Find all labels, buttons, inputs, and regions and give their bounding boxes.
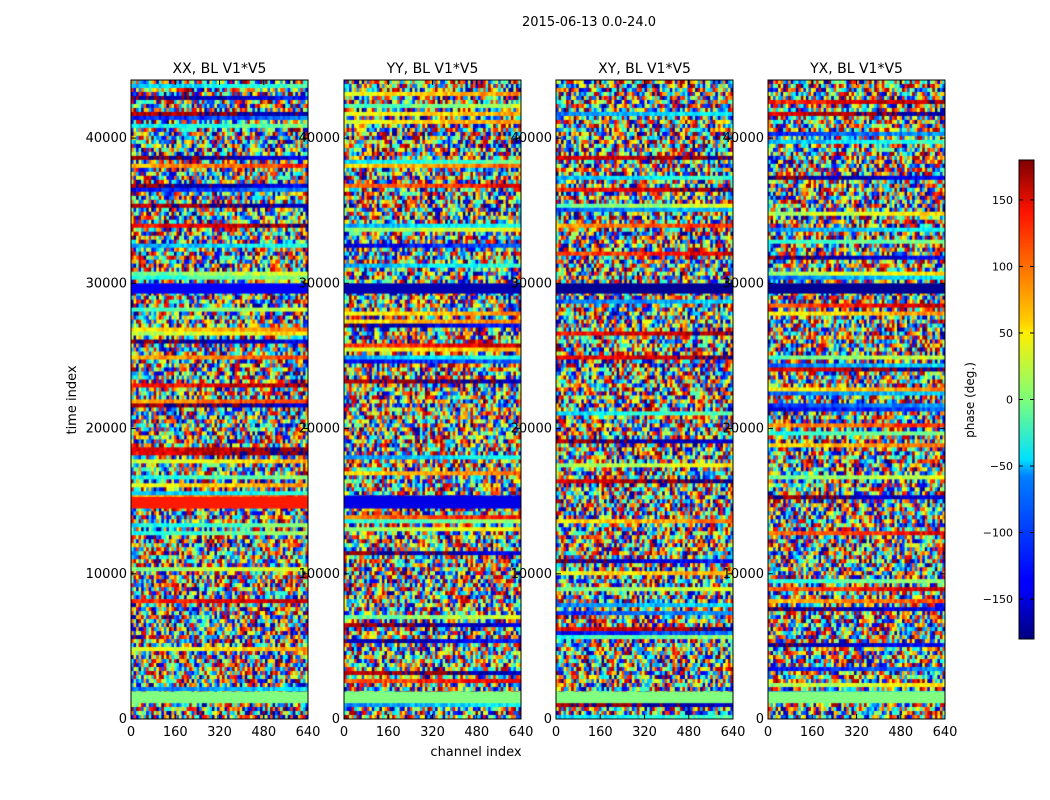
panel-heatmap: [131, 80, 308, 719]
panel-heatmap: [344, 80, 521, 719]
x-tick-label: 480: [251, 725, 276, 740]
y-tick-label: 10000: [511, 567, 552, 582]
panel-4: YX, BL V1*V5 0 160 320 480 640 0 10000 20000 3000…: [723, 61, 958, 740]
colorbar-tick-label: −100: [983, 527, 1013, 540]
x-tick-label: 480: [888, 725, 913, 740]
y-tick-label: 20000: [511, 422, 552, 437]
colorbar-tick-label: −150: [983, 593, 1013, 606]
colorbar-tick-label: 150: [992, 194, 1013, 207]
x-tick-label: 320: [420, 725, 445, 740]
colorbar: phase (deg.) 150 100 50 0 −50 −100 −150: [963, 159, 1035, 640]
x-tick-label: 160: [800, 725, 825, 740]
panel-heatmap: [768, 80, 945, 719]
panel-title: YY, BL V1*V5: [386, 61, 479, 77]
x-tick-label: 320: [632, 725, 657, 740]
y-tick-label: 40000: [86, 131, 127, 146]
y-tick-label: 0: [119, 712, 127, 727]
x-tick-label: 640: [721, 725, 746, 740]
x-tick-label: 640: [933, 725, 958, 740]
x-tick-label: 160: [588, 725, 613, 740]
y-tick-label: 40000: [723, 131, 764, 146]
y-tick-label: 10000: [723, 567, 764, 582]
colorbar-label: phase (deg.): [963, 362, 977, 438]
panel-title: YX, BL V1*V5: [809, 61, 903, 77]
panel-3: XY, BL V1*V5 0 160 320 480 640 0 10000 20000 3000…: [511, 61, 746, 740]
y-tick-label: 10000: [299, 567, 340, 582]
panel-2: YY, BL V1*V5 0 160 320 480 640 0 10000 20000 3000…: [299, 61, 534, 740]
y-tick-label: 40000: [299, 131, 340, 146]
y-tick-label: 20000: [723, 422, 764, 437]
x-tick-label: 0: [764, 725, 772, 740]
x-tick-label: 480: [676, 725, 701, 740]
colorbar-tick-label: 100: [992, 260, 1013, 273]
x-tick-label: 0: [127, 725, 135, 740]
y-tick-label: 40000: [511, 131, 552, 146]
y-tick-label: 30000: [511, 276, 552, 291]
x-tick-label: 0: [552, 725, 560, 740]
y-tick-label: 0: [756, 712, 764, 727]
panel-title: XX, BL V1*V5: [173, 61, 267, 77]
figure-suptitle: 2015-06-13 0.0-24.0: [522, 15, 656, 30]
y-tick-label: 20000: [299, 422, 340, 437]
y-tick-label: 30000: [86, 276, 127, 291]
y-tick-label: 30000: [723, 276, 764, 291]
y-axis-label: time index: [65, 365, 80, 434]
y-tick-label: 10000: [86, 567, 127, 582]
x-axis-label: channel index: [430, 745, 521, 760]
x-tick-label: 640: [296, 725, 321, 740]
y-tick-label: 0: [544, 712, 552, 727]
x-tick-label: 160: [376, 725, 401, 740]
panel-title: XY, BL V1*V5: [598, 61, 691, 77]
colorbar-tick-label: 50: [999, 327, 1013, 340]
y-tick-label: 0: [332, 712, 340, 727]
x-tick-label: 480: [464, 725, 489, 740]
x-tick-label: 0: [340, 725, 348, 740]
panel-1: XX, BL V1*V5 0 160 320 480 640 0 10000 20000 3000…: [86, 61, 321, 740]
colorbar-tick-label: −50: [990, 460, 1013, 473]
x-tick-label: 320: [207, 725, 232, 740]
x-tick-label: 640: [509, 725, 534, 740]
x-tick-label: 320: [844, 725, 869, 740]
panel-heatmap: [556, 80, 733, 719]
y-tick-label: 30000: [299, 276, 340, 291]
colorbar-tick-label: 0: [1006, 394, 1013, 407]
x-tick-label: 160: [163, 725, 188, 740]
y-tick-label: 20000: [86, 422, 127, 437]
